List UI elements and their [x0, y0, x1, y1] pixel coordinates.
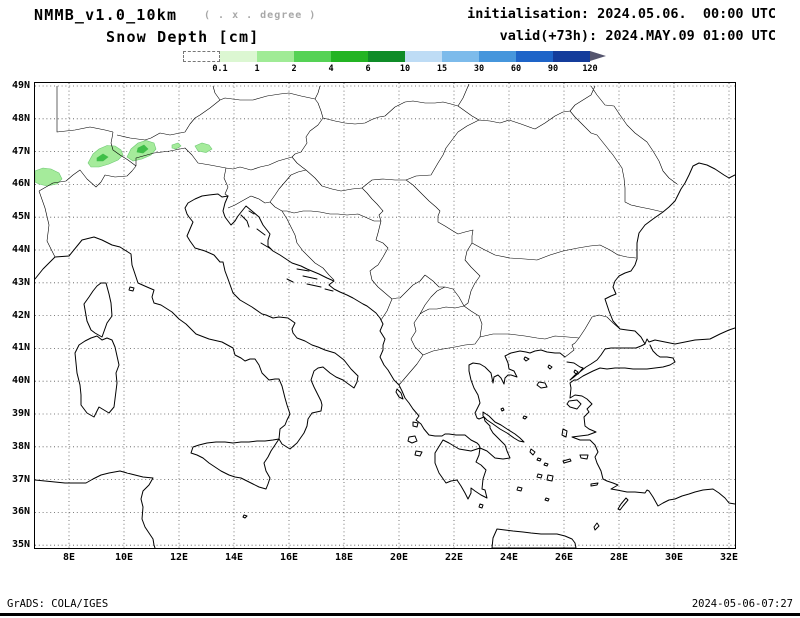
colorbar-tick-label: 10	[399, 64, 411, 74]
colorbar-tick-label: 60	[510, 64, 522, 74]
x-axis-label: 18E	[334, 552, 354, 563]
colorbar-segment	[368, 51, 405, 62]
grads-credit: GrADS: COLA/IGES	[7, 598, 109, 610]
coastline-anatolia	[569, 344, 735, 507]
colorbar-tick-label: 2	[291, 64, 297, 74]
coastlines	[35, 162, 735, 548]
colorbar-segment	[516, 51, 553, 62]
snow-patch-west-alps	[35, 167, 63, 187]
colorbar-tick-label: 4	[328, 64, 334, 74]
coastline-sardinia	[74, 335, 120, 418]
y-axis-label: 46N	[11, 178, 30, 190]
x-axis-label: 26E	[554, 552, 574, 563]
y-axis-label: 40N	[11, 375, 30, 387]
country-borders	[38, 83, 678, 386]
bottom-border-line	[0, 613, 800, 616]
coastline-italy-west-adriatic	[35, 193, 359, 450]
x-axis-label: 8E	[62, 552, 76, 563]
x-axis-label: 20E	[389, 552, 409, 563]
snow-patch-east-alps-2	[194, 142, 213, 153]
coastline-crete	[491, 528, 577, 548]
colorbar-segment	[405, 51, 442, 62]
y-axis-label: 47N	[11, 145, 30, 157]
colorbar-segment	[257, 51, 294, 62]
x-axis-label: 24E	[499, 552, 519, 563]
x-axis-label: 30E	[664, 552, 684, 563]
coastline-istria-dalmatia-greece	[222, 195, 481, 449]
country-borders-path	[38, 83, 678, 386]
y-axis-label: 42N	[11, 309, 30, 321]
colorbar-segment	[220, 51, 257, 62]
lat-lon-gridlines	[35, 83, 735, 548]
model-title: NMMB_v1.0_10km	[34, 6, 178, 24]
y-axis-label: 38N	[11, 440, 30, 452]
y-axis-label: 37N	[11, 473, 30, 485]
snow-patch-dark-2	[96, 153, 109, 162]
snow-depth-patches	[35, 140, 213, 187]
coastline-thrace-marmara-north	[566, 327, 735, 381]
x-axis-label: 28E	[609, 552, 629, 563]
colorbar-overflow-arrow	[590, 51, 606, 61]
islands	[128, 210, 629, 531]
colorbar-segment	[553, 51, 590, 62]
colorbar-tick-label: 0.1	[212, 64, 228, 74]
colorbar-tick-label: 15	[436, 64, 448, 74]
coastline-north-africa	[35, 470, 156, 548]
coastline-sicily	[190, 438, 280, 490]
y-axis-label: 45N	[11, 211, 30, 223]
x-axis-label: 16E	[279, 552, 299, 563]
y-axis-label: 49N	[11, 80, 30, 91]
y-axis-label: 44N	[11, 244, 30, 255]
colorbar-tick-label: 6	[365, 64, 371, 74]
x-axis-label: 14E	[224, 552, 244, 563]
colorbar-tick-label: 1	[254, 64, 260, 74]
x-axis-label: 12E	[169, 552, 189, 563]
colorbar-segment	[442, 51, 479, 62]
y-axis-label: 48N	[11, 112, 30, 124]
colorbar-segment	[294, 51, 331, 62]
colorbar-segment	[183, 51, 220, 62]
coastline-corsica	[83, 282, 113, 338]
y-axis-label: 41N	[11, 342, 30, 354]
coastline-east-greece-aegean	[468, 349, 566, 460]
colorbar-tick-label: 120	[582, 64, 598, 74]
creation-timestamp: 2024-05-06-07:27	[691, 598, 793, 610]
x-axis-label: 22E	[444, 552, 464, 563]
map-frame	[34, 82, 736, 549]
valid-time: valid(+73h): 2024.MAY.09 01:00 UTC	[499, 28, 776, 44]
x-axis-label: 10E	[114, 552, 134, 563]
resolution-note: ( . x . degree )	[204, 10, 317, 21]
colorbar-segment	[331, 51, 368, 62]
y-axis-label: 35N	[11, 539, 30, 551]
y-axis-label: 39N	[11, 408, 30, 419]
snow-patch-dark-1	[136, 144, 149, 154]
x-axis-label: 32E	[719, 552, 739, 563]
initialisation-time: initialisation: 2024.05.06. 00:00 UTC	[467, 6, 776, 22]
coastline-black-sea-west	[604, 162, 735, 345]
y-axis-label: 36N	[11, 506, 30, 518]
variable-title: Snow Depth [cm]	[106, 28, 260, 46]
coastline-peloponnese	[434, 439, 488, 500]
colorbar-segment	[479, 51, 516, 62]
colorbar-tick-label: 30	[473, 64, 485, 74]
y-axis-label: 43N	[11, 276, 30, 288]
snow-patch-east-alps-1	[171, 142, 182, 150]
colorbar-tick-label: 90	[547, 64, 559, 74]
colorbar: 0.1 1 2 4 6 10 15 30 60 90 120	[183, 51, 623, 81]
map-canvas	[35, 83, 735, 548]
